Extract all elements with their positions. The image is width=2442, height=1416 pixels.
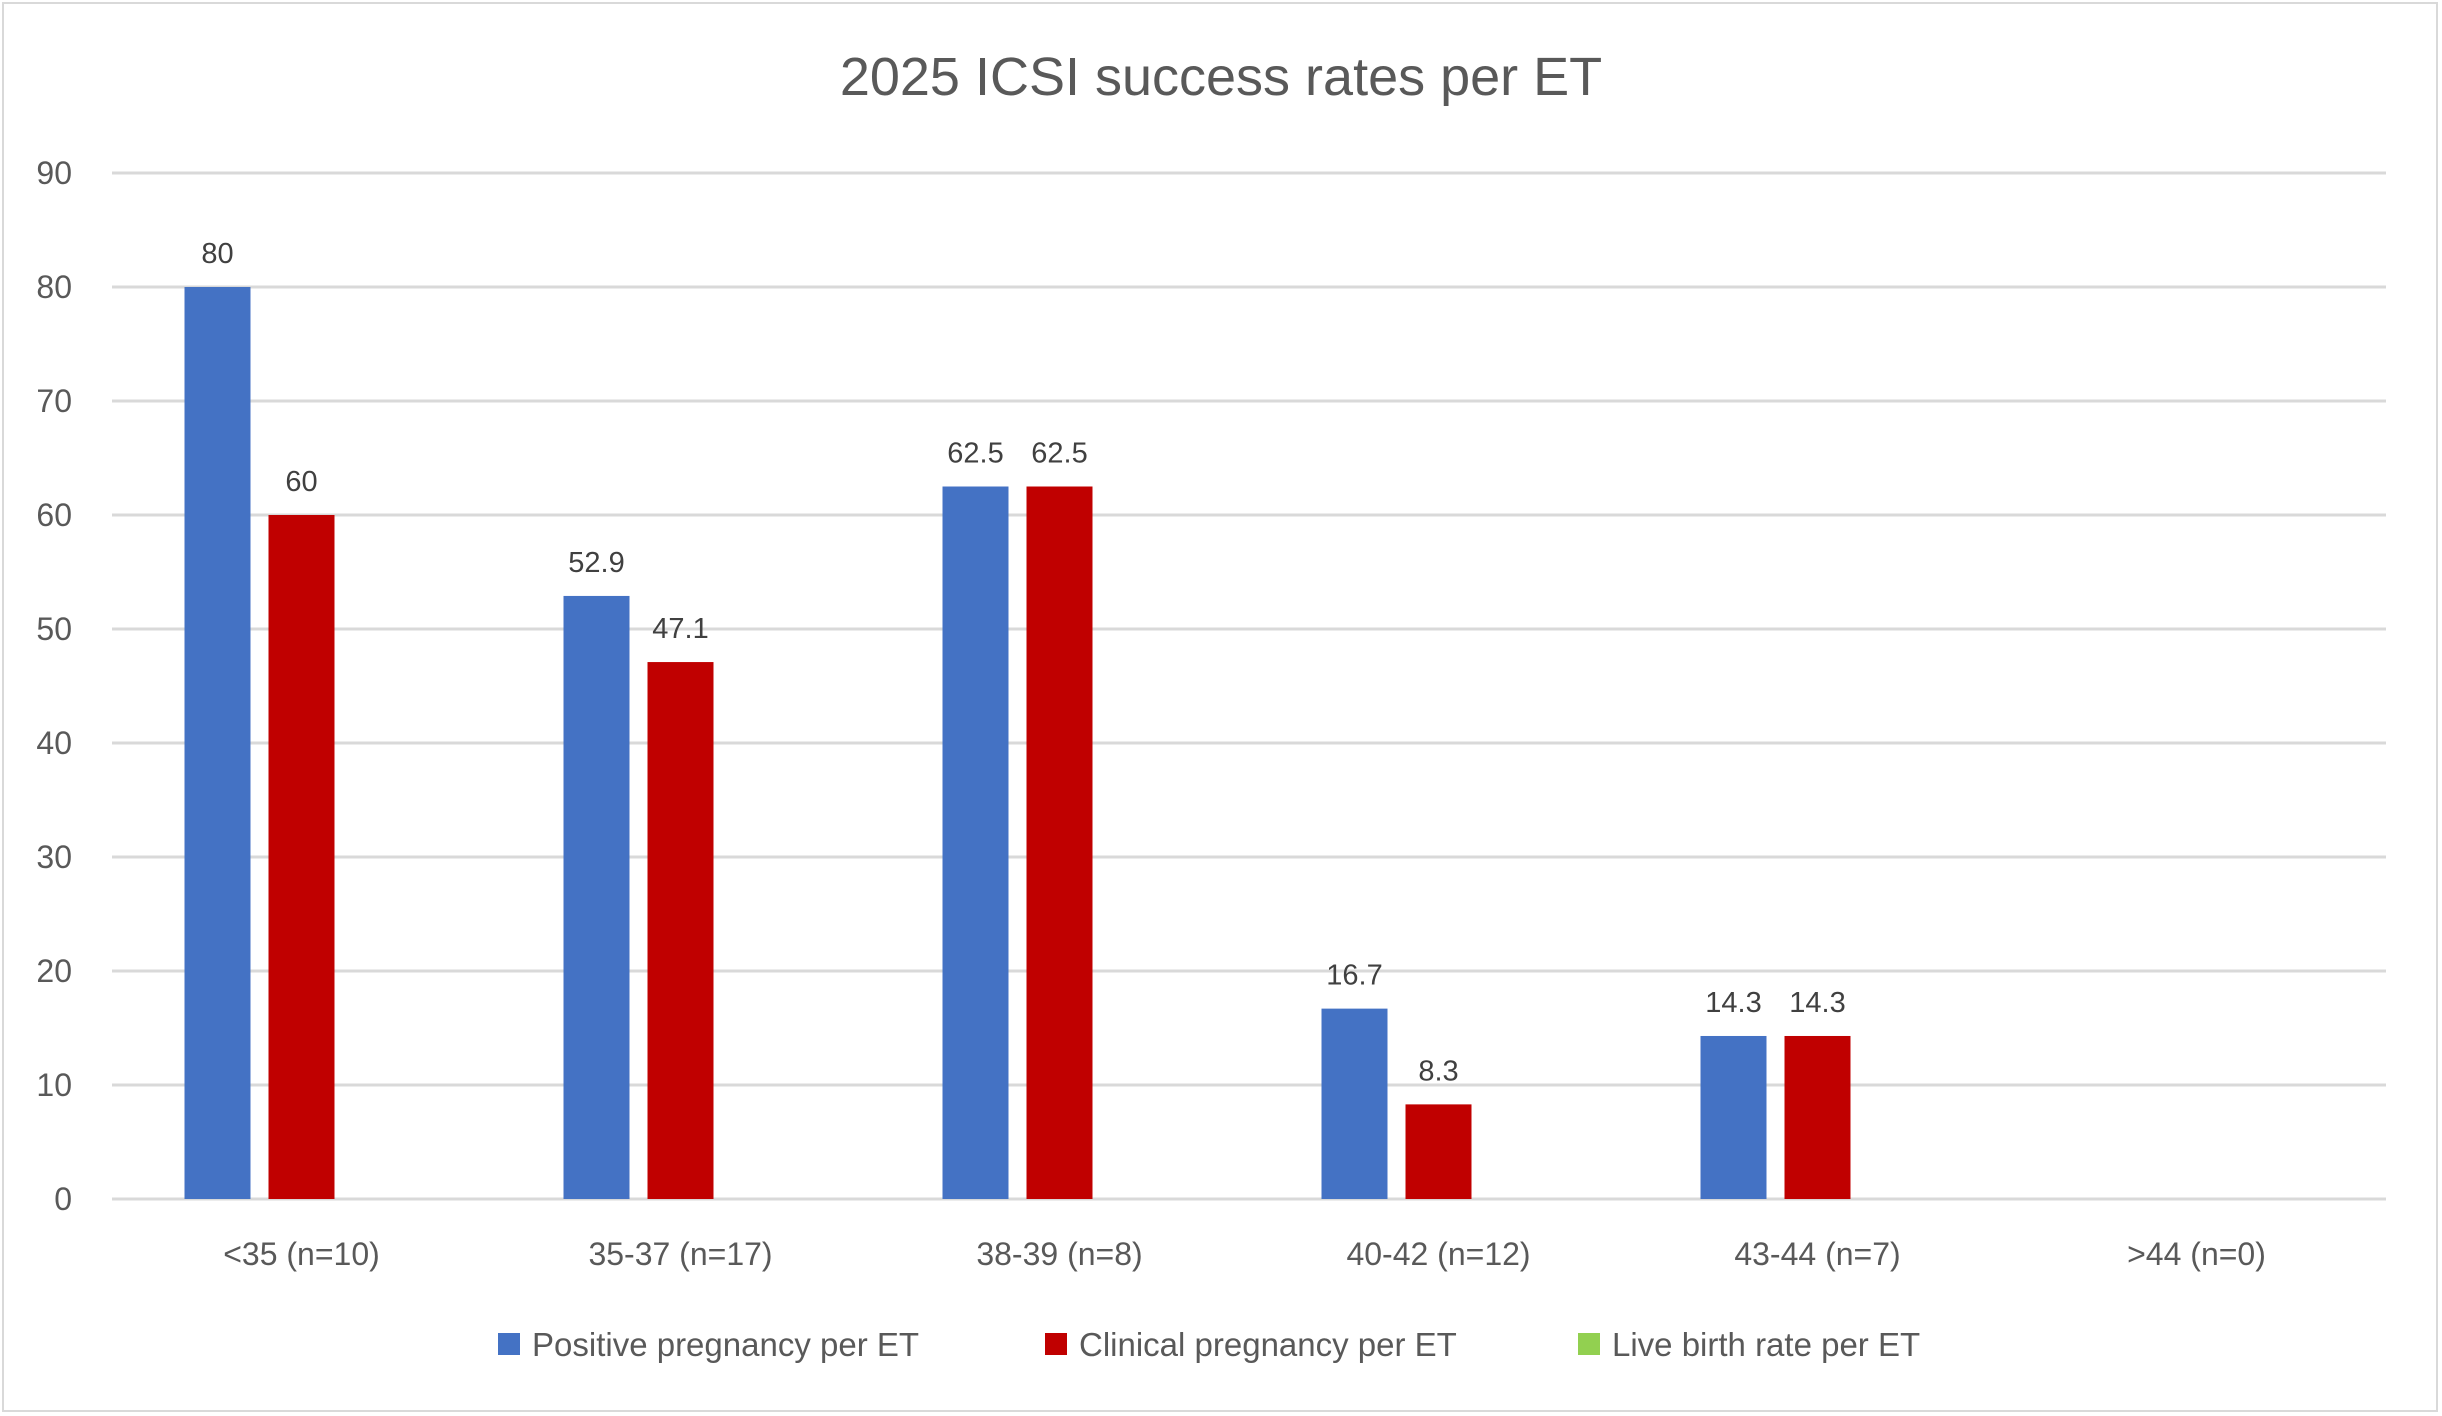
- x-tick-label: 43-44 (n=7): [1734, 1236, 1900, 1272]
- y-tick-label: 70: [36, 383, 72, 419]
- x-tick-label: 40-42 (n=12): [1346, 1236, 1530, 1272]
- bar: [563, 595, 630, 1199]
- data-label: 62.5: [1031, 438, 1087, 470]
- bar: [1321, 1008, 1388, 1199]
- bar: [184, 287, 251, 1199]
- legend-swatch: [1578, 1333, 1600, 1355]
- x-tick-label: >44 (n=0): [2127, 1236, 2266, 1272]
- bar: [1026, 486, 1093, 1199]
- y-tick-label: 90: [36, 155, 72, 191]
- legend-label: Live birth rate per ET: [1612, 1326, 1920, 1363]
- y-tick-label: 60: [36, 497, 72, 533]
- x-tick-label: 35-37 (n=17): [588, 1236, 772, 1272]
- bar: [1405, 1104, 1472, 1199]
- bar: [942, 486, 1009, 1199]
- x-tick-label: 38-39 (n=8): [976, 1236, 1142, 1272]
- legend-swatch: [1045, 1333, 1067, 1355]
- y-tick-label: 50: [36, 611, 72, 647]
- y-tick-label: 10: [36, 1067, 72, 1103]
- bar: [1700, 1035, 1767, 1199]
- legend-label: Positive pregnancy per ET: [532, 1326, 919, 1363]
- chart-title: 2025 ICSI success rates per ET: [840, 47, 1602, 107]
- bar: [647, 662, 714, 1199]
- y-tick-label: 80: [36, 269, 72, 305]
- data-label: 14.3: [1789, 987, 1845, 1019]
- bar: [268, 515, 335, 1199]
- data-label: 80: [201, 238, 233, 270]
- legend-swatch: [498, 1333, 520, 1355]
- x-tick-label: <35 (n=10): [223, 1236, 380, 1272]
- data-label: 16.7: [1326, 960, 1382, 992]
- data-label: 47.1: [652, 613, 708, 645]
- data-label: 14.3: [1705, 987, 1761, 1019]
- data-label: 60: [285, 466, 317, 498]
- y-tick-label: 20: [36, 953, 72, 989]
- bar: [1784, 1035, 1851, 1199]
- legend-label: Clinical pregnancy per ET: [1079, 1326, 1457, 1363]
- data-label: 52.9: [568, 547, 624, 579]
- y-tick-label: 30: [36, 839, 72, 875]
- data-label: 8.3: [1418, 1055, 1458, 1087]
- y-tick-label: 0: [54, 1181, 72, 1217]
- y-tick-label: 40: [36, 725, 72, 761]
- data-label: 62.5: [947, 438, 1003, 470]
